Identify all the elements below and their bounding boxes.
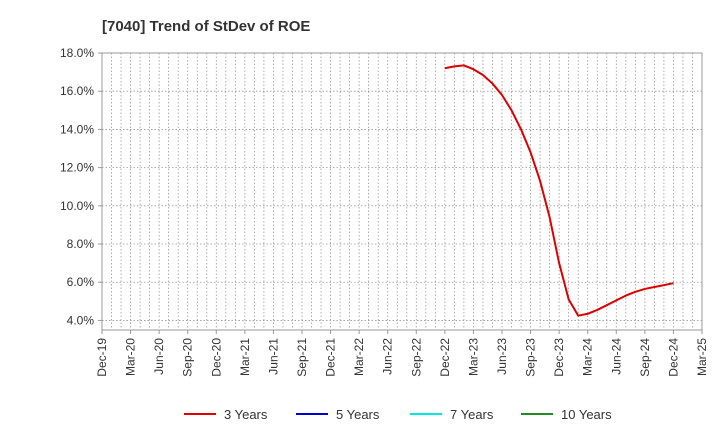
x-tick-label: Sep-21	[295, 338, 309, 377]
series-line-3-years	[444, 64, 674, 317]
y-tick-label: 8.0%	[67, 237, 95, 251]
y-tick-label: 12.0%	[60, 161, 94, 175]
legend-label-5-years: 5 Years	[336, 407, 380, 422]
chart-title: [7040] Trend of StDev of ROE	[102, 18, 310, 35]
legend-label-10-years: 10 Years	[561, 407, 612, 422]
x-tick-label: Dec-22	[438, 338, 452, 377]
x-tick-label: Jun-22	[381, 338, 395, 375]
x-tick-label: Jun-23	[495, 338, 509, 375]
legend: 3 Years 5 Years 7 Years 10 Years	[184, 407, 612, 422]
x-tick-label: Dec-19	[95, 338, 109, 377]
x-tick-label: Mar-21	[238, 338, 252, 376]
x-tick-label: Dec-23	[552, 338, 566, 377]
x-tick-label: Dec-21	[324, 338, 338, 377]
x-tick-label: Sep-22	[409, 338, 423, 377]
x-tick-label: Jun-21	[266, 338, 280, 375]
x-tick-label: Dec-24	[666, 338, 680, 377]
y-tick-label: 10.0%	[60, 199, 94, 213]
x-tick-label: Sep-20	[181, 338, 195, 377]
x-tick-label: Mar-20	[124, 338, 138, 376]
x-tick-label: Jun-20	[152, 338, 166, 375]
grid	[102, 52, 702, 330]
x-tick-label: Sep-24	[638, 338, 652, 377]
x-tick-label: Jun-24	[609, 338, 623, 375]
y-tick-label: 6.0%	[67, 275, 95, 289]
x-tick-label: Mar-22	[352, 338, 366, 376]
legend-label-7-years: 7 Years	[450, 407, 494, 422]
series-lines	[444, 64, 674, 317]
x-tick-label: Mar-23	[466, 338, 480, 376]
y-tick-label: 18.0%	[60, 46, 94, 60]
legend-label-3-years: 3 Years	[224, 407, 268, 422]
plot-area	[101, 52, 703, 331]
x-tick-label: Mar-25	[695, 338, 709, 376]
y-tick-label: 14.0%	[60, 122, 94, 136]
y-axis: 4.0% 6.0% 8.0% 10.0% 12.0% 14.0% 16.0% 18.0%	[60, 46, 102, 327]
y-tick-label: 16.0%	[60, 84, 94, 98]
x-tick-label: Mar-24	[581, 338, 595, 376]
x-tick-label: Dec-20	[209, 338, 223, 377]
x-tick-label: Sep-23	[524, 338, 538, 377]
x-axis: Dec-19 Mar-20 Jun-20 Sep-20 Dec-20 Mar-21 Jun-…	[95, 330, 709, 377]
y-tick-label: 4.0%	[67, 313, 95, 327]
